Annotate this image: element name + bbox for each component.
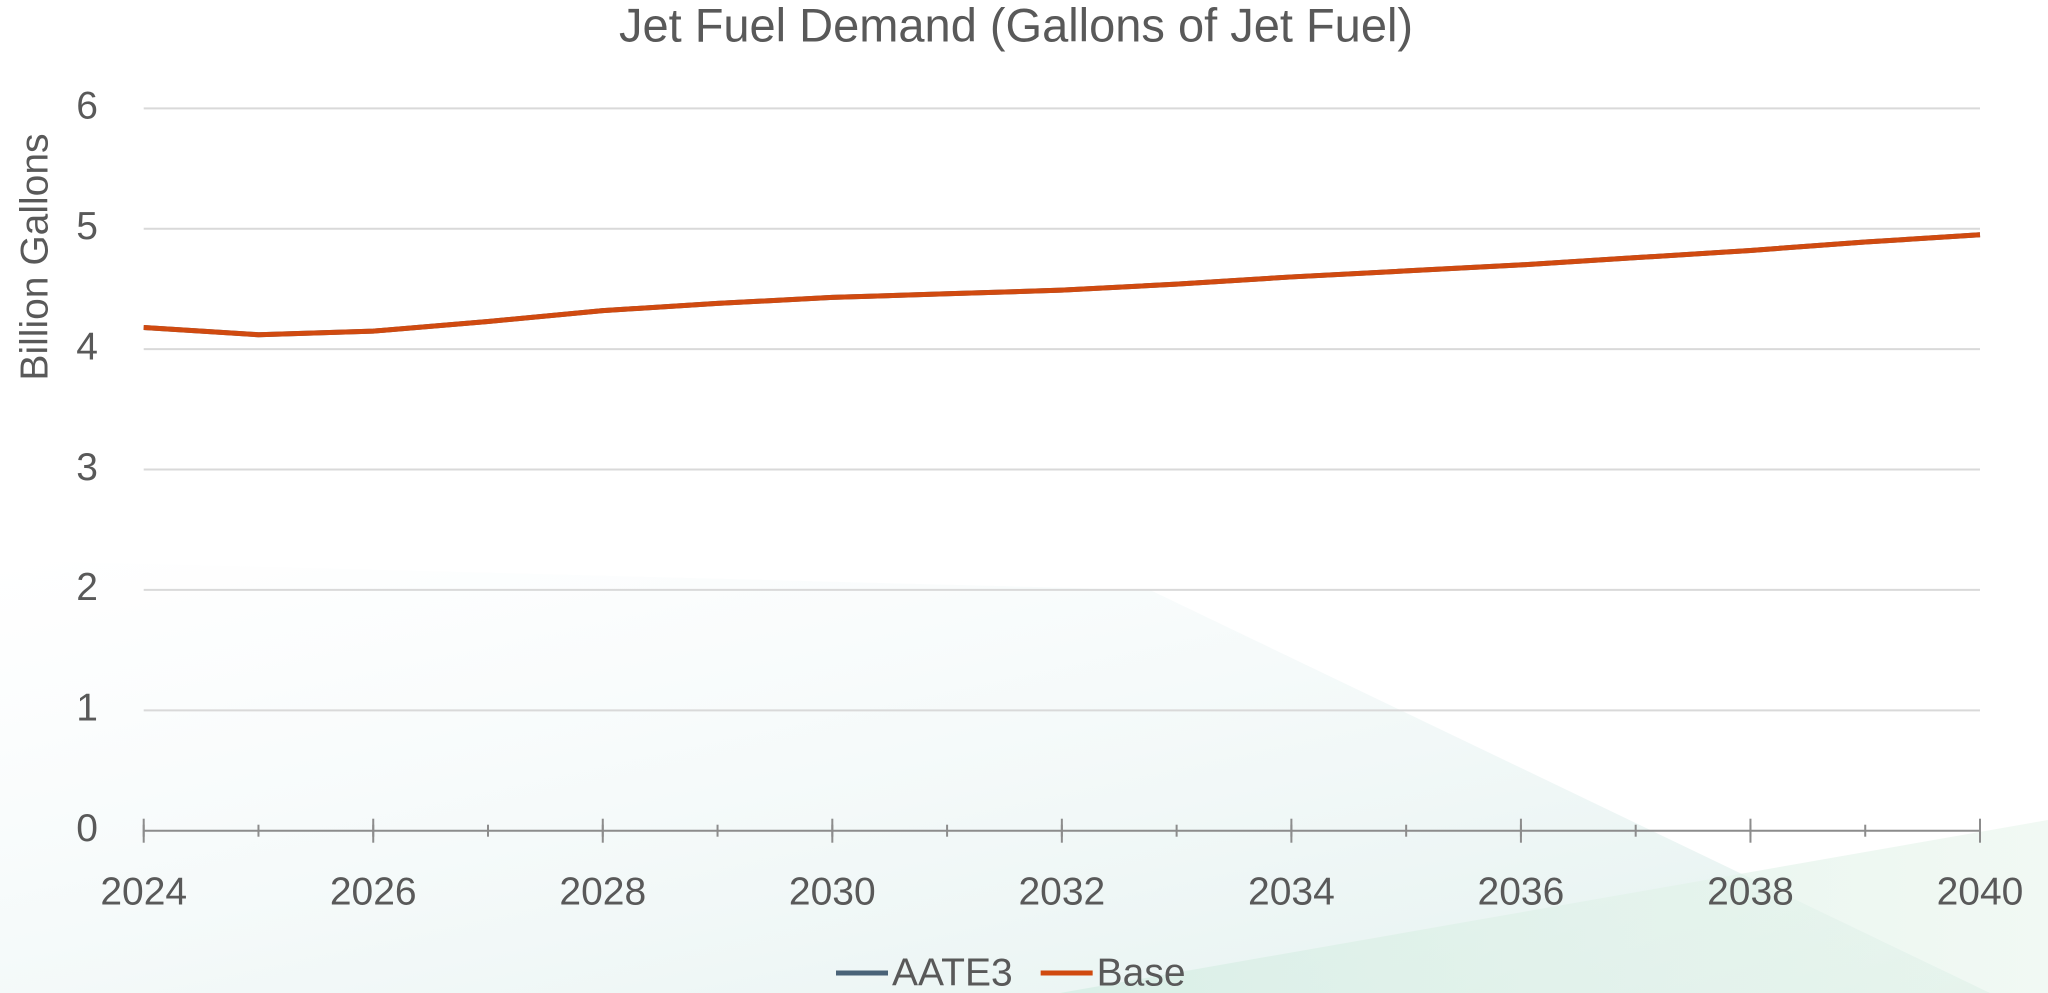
legend: AATE3 Base xyxy=(836,951,1186,993)
y-tick-label: 0 xyxy=(76,807,98,850)
x-tick-label: 2034 xyxy=(1248,870,1335,913)
series-line xyxy=(143,232,1981,338)
y-axis-label: Billion Gallons xyxy=(13,133,56,380)
y-tick-label: 3 xyxy=(76,446,98,489)
x-tick-label: 2032 xyxy=(1018,870,1105,913)
y-tick-label: 1 xyxy=(76,687,98,730)
x-tick-label: 2030 xyxy=(789,870,876,913)
y-tick-label: 5 xyxy=(76,205,98,248)
background-shape xyxy=(1060,820,2048,993)
chart-title: Jet Fuel Demand (Gallons of Jet Fuel) xyxy=(619,0,1413,51)
y-tick-label: 6 xyxy=(76,85,98,128)
legend-label: AATE3 xyxy=(892,951,1013,993)
series-line xyxy=(143,232,1981,338)
x-tick-label: 2028 xyxy=(559,870,646,913)
x-tick-label: 2038 xyxy=(1707,870,1794,913)
background-shape xyxy=(0,560,1990,993)
y-tick-label: 4 xyxy=(76,325,98,368)
legend-label: Base xyxy=(1097,951,1186,993)
x-tick-label: 2036 xyxy=(1478,870,1565,913)
x-tick-label: 2040 xyxy=(1937,870,2024,913)
y-tick-label: 2 xyxy=(76,566,98,609)
x-tick-label: 2026 xyxy=(330,870,417,913)
x-tick-label: 2024 xyxy=(100,870,187,913)
